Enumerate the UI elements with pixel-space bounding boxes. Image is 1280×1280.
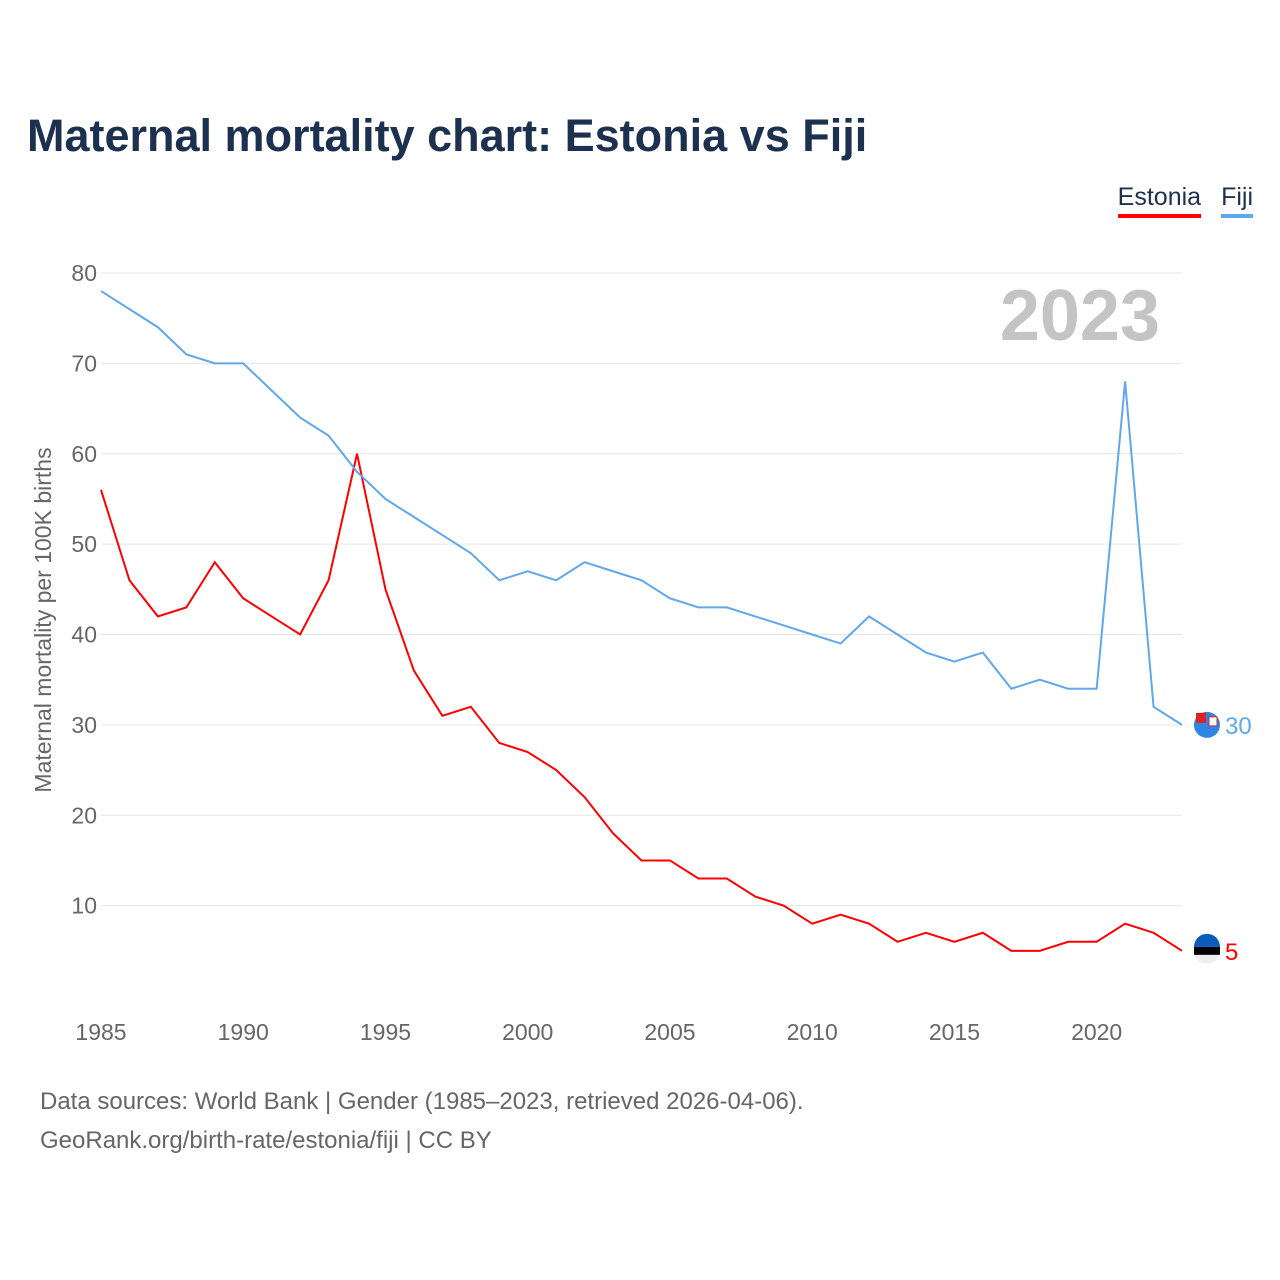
y-tick-label: 60: [71, 441, 97, 467]
x-tick-label: 2015: [929, 1019, 980, 1045]
chart-title: Maternal mortality chart: Estonia vs Fij…: [27, 110, 868, 161]
x-tick-label: 1985: [75, 1019, 126, 1045]
legend-item-fiji[interactable]: Fiji: [1221, 183, 1253, 218]
estonia-flag-blue-band: [1194, 933, 1220, 947]
y-axis-label: Maternal mortality per 100K births: [30, 447, 56, 792]
x-tick-label: 2020: [1071, 1019, 1122, 1045]
y-tick-label: 20: [71, 802, 97, 828]
y-tick-label: 80: [71, 260, 97, 286]
y-tick-label: 70: [71, 350, 97, 376]
x-tick-label: 2010: [787, 1019, 838, 1045]
year-watermark: 2023: [1000, 276, 1160, 356]
x-tick-label: 1990: [218, 1019, 269, 1045]
y-tick-label: 10: [71, 893, 97, 919]
series-line-estonia: [100, 453, 1183, 952]
fiji-flag-union-jack: [1196, 712, 1206, 723]
x-tick-label: 2005: [644, 1019, 695, 1045]
legend: Estonia Fiji: [1117, 183, 1253, 218]
end-value-label-estonia: 5: [1225, 939, 1238, 966]
estonia-flag-black-band: [1194, 946, 1220, 955]
legend-item-estonia[interactable]: Estonia: [1117, 183, 1202, 218]
footer-link[interactable]: GeoRank.org/birth-rate/estonia/fiji | CC…: [40, 1127, 492, 1154]
end-value-label-fiji: 30: [1225, 713, 1252, 740]
fiji-flag-shield: [1208, 716, 1218, 727]
y-tick-label: 40: [71, 622, 97, 648]
x-tick-label: 2000: [502, 1019, 553, 1045]
x-tick-label: 1995: [360, 1019, 411, 1045]
footer-source: Data sources: World Bank | Gender (1985–…: [40, 1088, 804, 1115]
y-tick-label: 50: [71, 531, 97, 557]
y-tick-label: 30: [71, 712, 97, 738]
series-line-fiji: [100, 290, 1183, 726]
